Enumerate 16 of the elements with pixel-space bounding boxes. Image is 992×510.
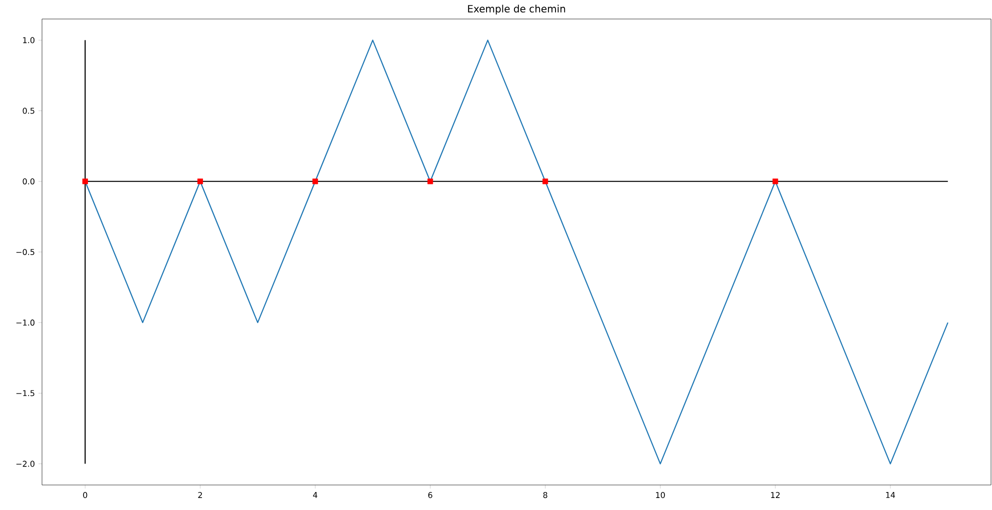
chart-title: Exemple de chemin <box>468 4 566 14</box>
x-tick-label: 2 <box>198 492 202 498</box>
x-tick-label: 10 <box>656 492 665 498</box>
y-tick-label: −1.5 <box>16 390 34 396</box>
x-tick-label: 0 <box>83 492 88 498</box>
x-tick-label: 14 <box>886 492 895 498</box>
y-tick-label: −2.0 <box>16 460 34 467</box>
x-tick-label: 6 <box>428 492 432 498</box>
y-tick-label: −1.0 <box>16 320 34 326</box>
x-tick-label: 8 <box>543 492 548 498</box>
y-tick-label: 1.0 <box>23 37 34 44</box>
y-tick-label: 0.5 <box>22 108 34 114</box>
y-tick-label: −0.5 <box>16 248 34 256</box>
y-tick-label: 0.0 <box>22 178 34 184</box>
x-tick-label: 12 <box>771 492 780 498</box>
x-tick-label: 4 <box>313 492 318 498</box>
